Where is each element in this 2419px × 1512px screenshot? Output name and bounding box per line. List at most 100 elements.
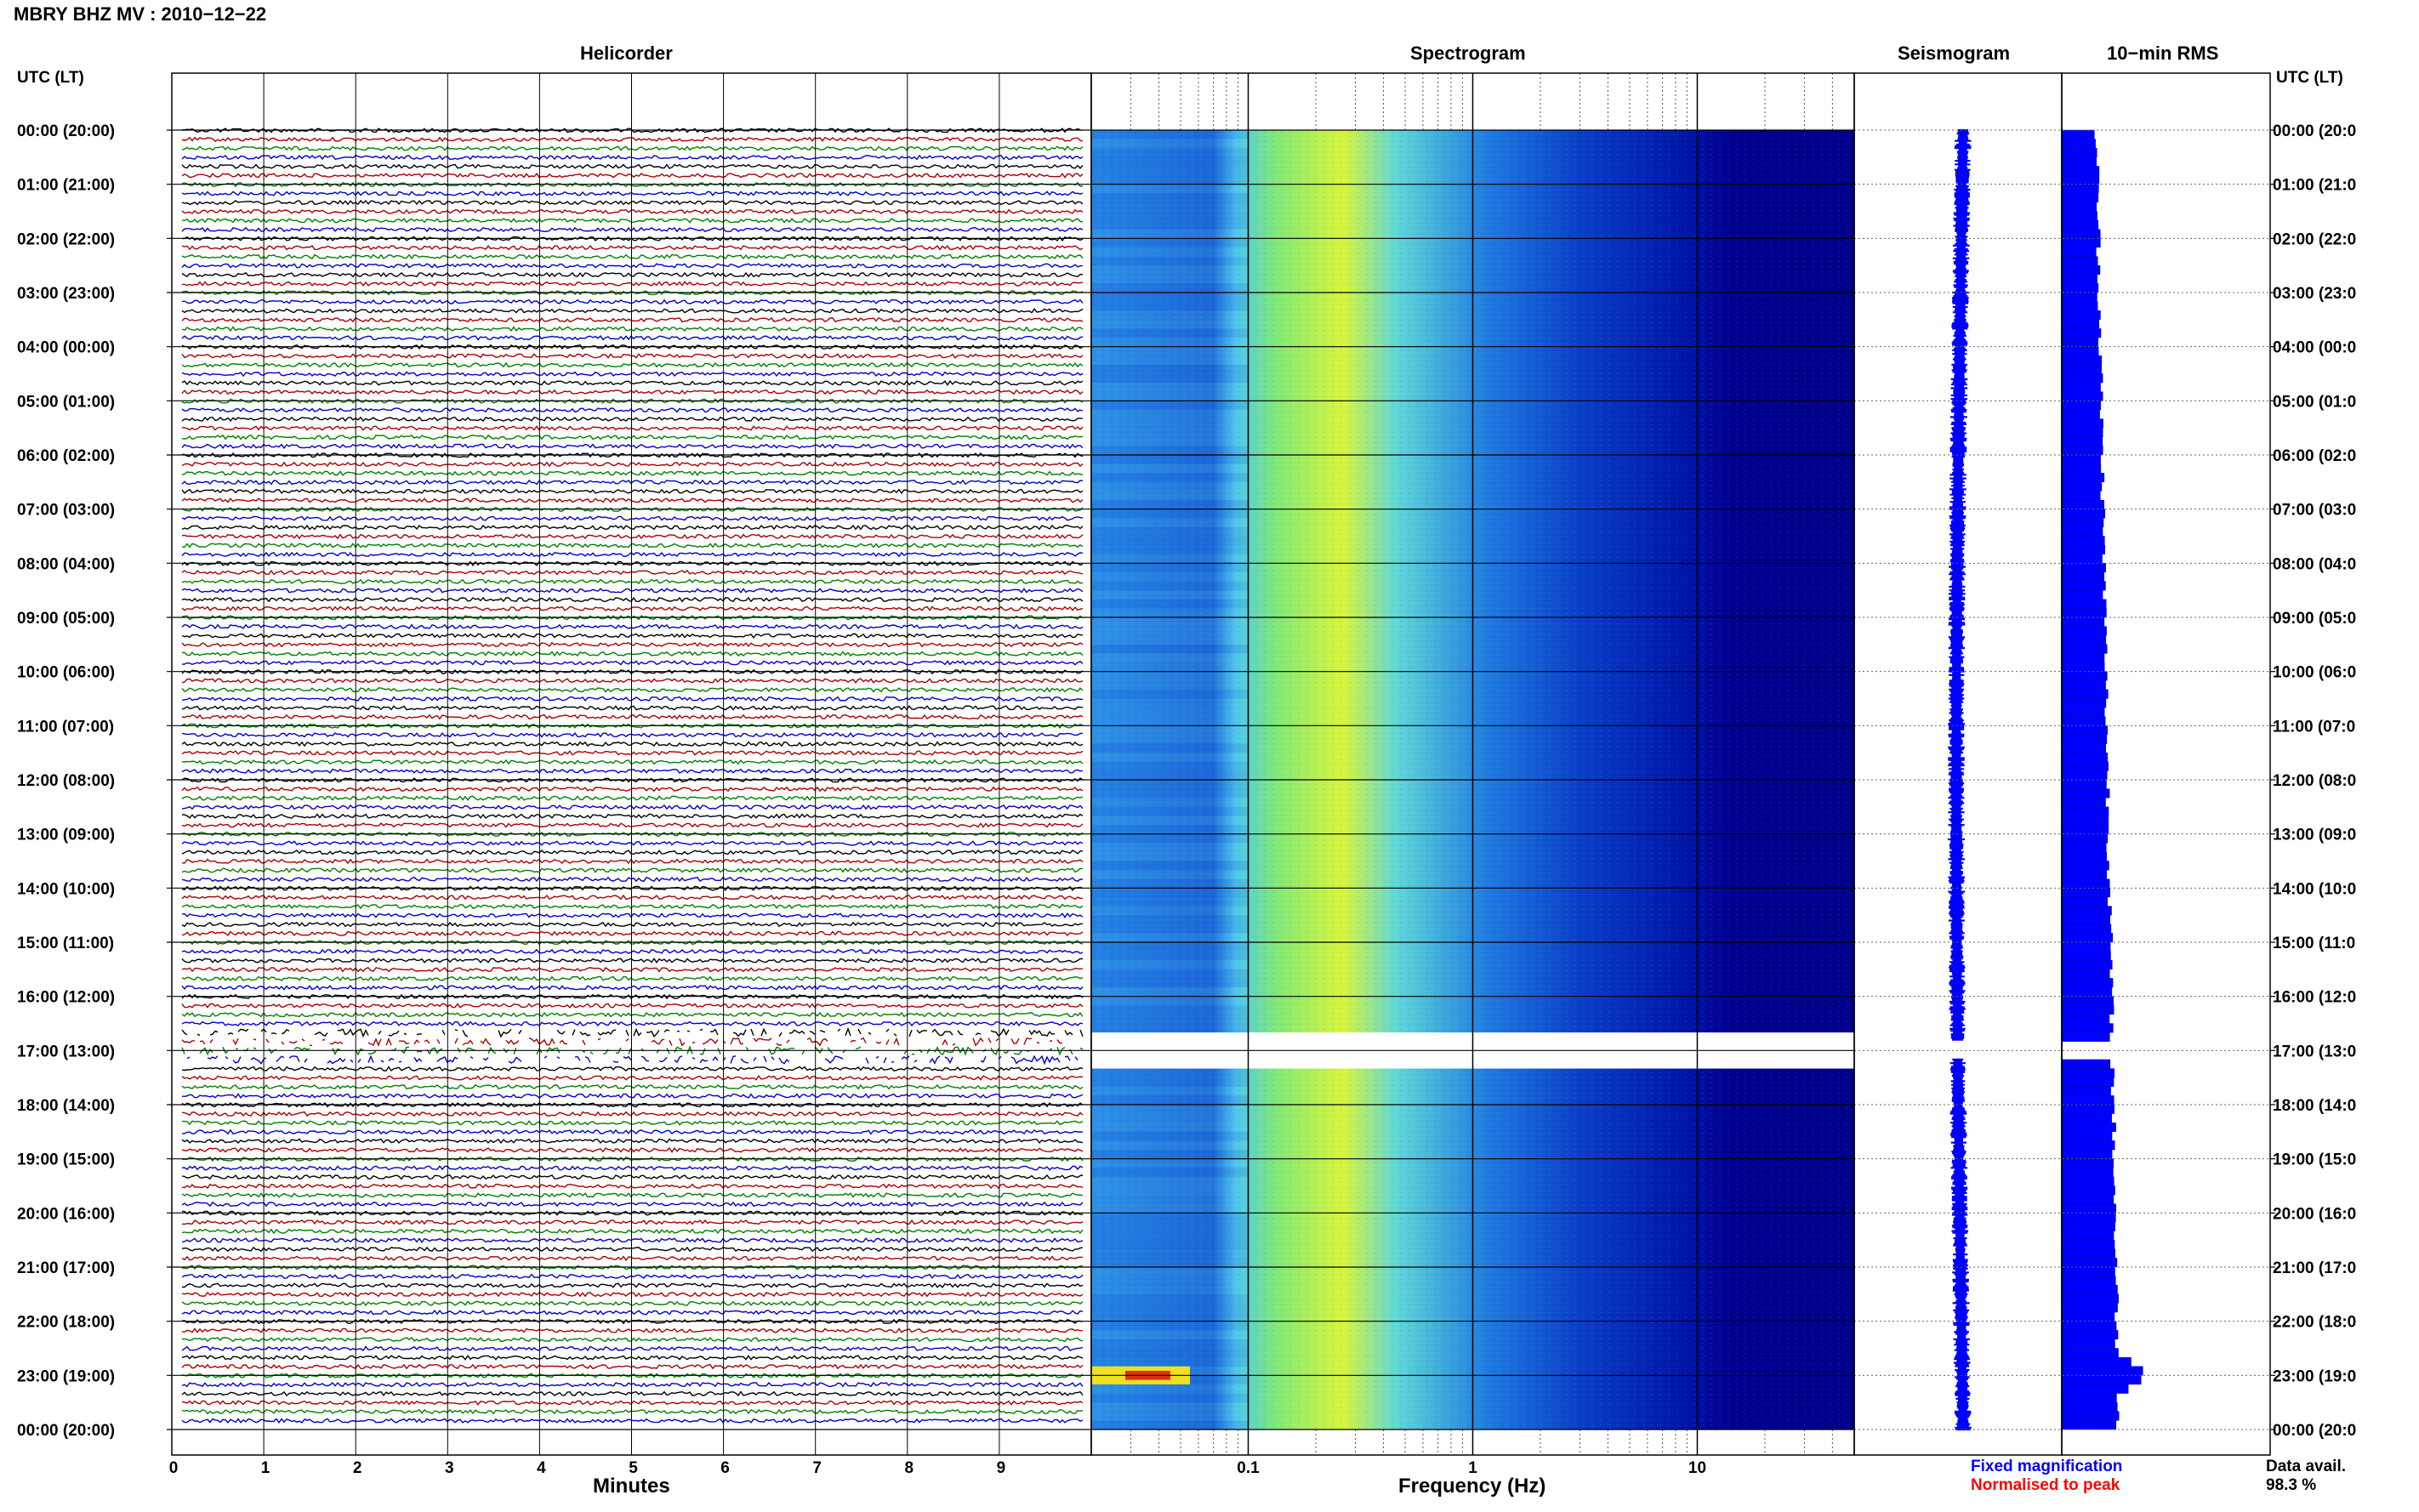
rms-bar <box>2061 1113 2112 1123</box>
rms-bar <box>2061 1231 2114 1241</box>
helicorder-trace <box>182 1282 1084 1288</box>
rms-bar <box>2061 391 2103 401</box>
spectrogram-row <box>1091 436 1249 446</box>
helicorder-trace <box>181 263 1084 269</box>
rms-bar <box>2061 581 2106 591</box>
helicorder-trace <box>181 633 1084 639</box>
time-tick-label-right: 09:00 (05:0 <box>2273 610 2356 628</box>
helicorder-trace <box>181 1237 1084 1243</box>
legend-normalised-to-peak: Normalised to peak <box>1971 1476 2120 1494</box>
helicorder-trace <box>181 298 1084 305</box>
helicorder-trace <box>181 723 1084 730</box>
time-tick-label-right: 06:00 (02:0 <box>2273 447 2356 465</box>
data-availability-label: Data avail. <box>2266 1458 2346 1475</box>
rms-bar <box>2061 139 2096 149</box>
helicorder-trace <box>181 524 1084 531</box>
helicorder-trace <box>181 858 1084 865</box>
spectrogram-row <box>1091 509 1249 519</box>
spectrogram-row <box>1091 1176 1249 1186</box>
time-tick-label-left: 17:00 (13:00) <box>17 1043 115 1060</box>
spectrogram-row <box>1091 274 1249 284</box>
helicorder-trace <box>181 163 1084 169</box>
rms-chart <box>2061 129 2143 1430</box>
time-tick-label-right: 14:00 (10:0 <box>2273 880 2356 898</box>
helicorder-title: Helicorder <box>580 43 673 64</box>
spectrogram-row <box>1091 1411 1249 1421</box>
spectrogram-row <box>1091 383 1249 392</box>
rms-bar <box>2061 1348 2119 1358</box>
rms-bar <box>2061 589 2103 600</box>
helicorder-trace <box>181 1201 1084 1208</box>
spectrogram-row <box>1091 1158 1249 1168</box>
time-tick-label-left: 20:00 (16:00) <box>17 1205 115 1223</box>
spectrogram-row <box>1091 518 1249 527</box>
minutes-tick-label: 7 <box>812 1459 822 1477</box>
spectrogram-row <box>1091 1258 1249 1267</box>
rms-bar <box>2061 427 2103 437</box>
axes-layer: 0.1 1 10 0 1 2 3 4 5 6 7 8 9 00:00 (20:00) 00:00 (20:0… <box>17 72 2356 1477</box>
spectrogram-row <box>1091 1185 1249 1196</box>
rms-bar <box>2061 184 2099 194</box>
frequency-tick-label: 0.1 <box>1237 1459 1260 1477</box>
helicorder-trace <box>181 1075 1084 1081</box>
helicorder-trace <box>181 308 1084 314</box>
time-tick-label-right: 10:00 (06:0 <box>2273 664 2356 682</box>
frequency-axis-label: Frequency (Hz) <box>1398 1475 1546 1498</box>
rms-bar <box>2061 1213 2116 1223</box>
helicorder-trace <box>181 290 1084 296</box>
rms-bar <box>2061 1077 2114 1087</box>
rms-title: 10−min RMS <box>2107 43 2219 64</box>
rms-bar <box>2061 454 2101 464</box>
helicorder-trace <box>181 1291 1084 1298</box>
time-tick-label-left: 06:00 (02:00) <box>17 447 115 465</box>
rms-bar <box>2061 1140 2115 1151</box>
helicorder-trace <box>181 208 1084 215</box>
spectrogram-row <box>1091 130 1249 139</box>
rms-bar <box>2061 960 2113 970</box>
helicorder-trace <box>181 1355 1084 1361</box>
time-tick-label-left: 12:00 (08:00) <box>17 772 115 790</box>
helicorder-trace <box>181 1174 1084 1180</box>
spectrogram-row <box>1091 256 1249 266</box>
spectrogram-row <box>1091 373 1249 384</box>
spectrogram-row <box>1091 175 1249 185</box>
time-tick-label-right: 22:00 (18:0 <box>2273 1314 2356 1332</box>
rms-bar <box>2061 373 2103 384</box>
rms-bar <box>2061 337 2098 347</box>
helicorder-trace <box>181 668 1084 675</box>
helicorder-trace <box>181 1026 1084 1038</box>
rms-bar <box>2061 238 2101 248</box>
spectrogram-row <box>1091 680 1249 690</box>
time-tick-label-left: 10:00 (06:00) <box>17 664 115 682</box>
time-tick-label-left: 21:00 (17:00) <box>17 1259 115 1277</box>
rms-bar <box>2061 1285 2118 1295</box>
spectrogram-row <box>1091 689 1249 699</box>
helicorder-trace <box>181 271 1084 278</box>
rms-bar <box>2061 446 2103 456</box>
spectrogram-row <box>1091 1113 1249 1123</box>
helicorder-trace <box>181 470 1084 476</box>
rms-bar <box>2061 851 2108 861</box>
helicorder-trace <box>181 903 1084 910</box>
time-tick-label-left: 16:00 (12:00) <box>17 989 115 1007</box>
minutes-tick-label: 2 <box>353 1459 362 1477</box>
spectrogram-row <box>1091 608 1249 617</box>
time-tick-label-right: 05:00 (01:0 <box>2273 393 2356 411</box>
helicorder-trace <box>181 497 1084 503</box>
time-tick-label-left: 08:00 (04:00) <box>17 555 115 573</box>
minutes-tick-label: 1 <box>261 1459 270 1477</box>
rms-bar <box>2061 914 2110 924</box>
helicorder-trace <box>181 1363 1084 1370</box>
frequency-tick-label: 1 <box>1468 1459 1477 1477</box>
rms-bar <box>2061 473 2105 483</box>
helicorder-trace <box>181 731 1084 738</box>
helicorder-trace <box>181 578 1084 585</box>
helicorder-trace <box>181 515 1084 521</box>
rms-bar <box>2061 1420 2117 1430</box>
spectrogram-row <box>1091 915 1249 924</box>
rms-bar <box>2061 1168 2114 1178</box>
spectrogram-row <box>1091 409 1249 419</box>
rms-bar <box>2061 310 2101 321</box>
spectrogram-row <box>1091 743 1249 753</box>
time-tick-label-right: 11:00 (07:0 <box>2273 718 2355 736</box>
